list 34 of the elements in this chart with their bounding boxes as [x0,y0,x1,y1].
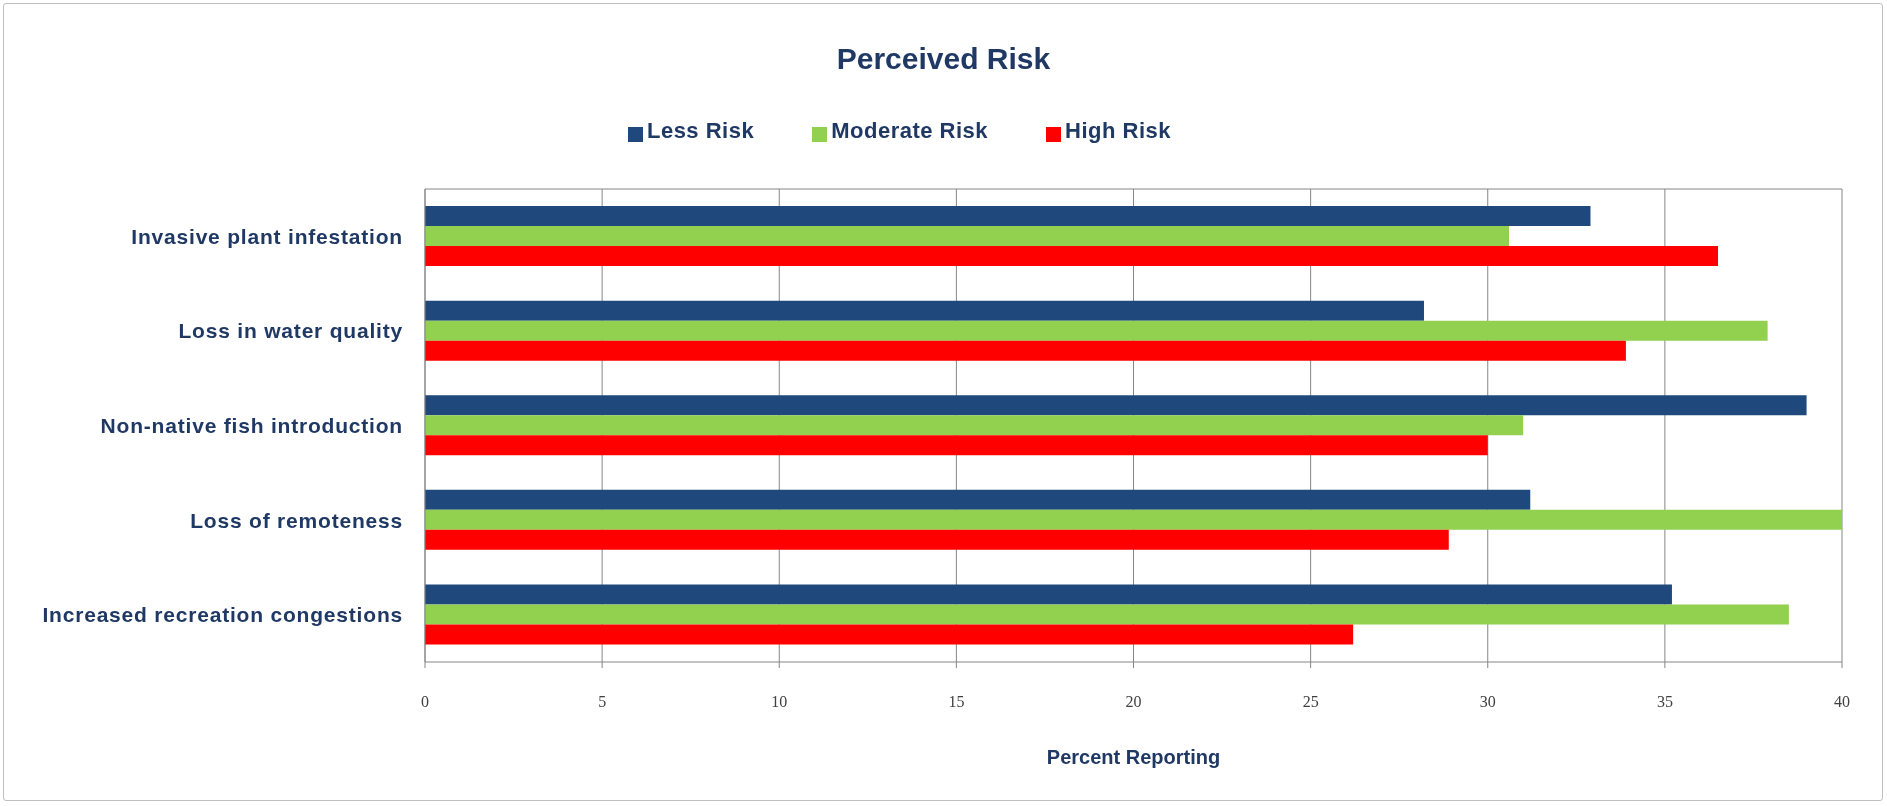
bar [425,435,1488,456]
x-axis-title: Percent Reporting [1046,746,1221,768]
bar [425,300,1424,321]
x-tick-label: 10 [771,693,788,711]
x-tick-label: 30 [1479,693,1496,711]
y-tick-label: Increased recreation congestions [42,603,403,627]
bar [425,340,1626,361]
bar [425,529,1449,550]
bar [425,489,1531,510]
bar [425,415,1524,436]
bar [425,206,1591,227]
bar [425,320,1768,341]
bar [425,246,1719,267]
x-tick-label: 35 [1656,693,1673,711]
bar [425,395,1807,416]
bar [425,226,1510,247]
x-tick-label: 15 [948,693,965,711]
legend-label: Less Risk [646,118,755,143]
x-tick-label: 40 [1834,693,1850,711]
chart-title: Perceived Risk [835,42,1052,76]
bar [425,624,1354,645]
legend-label: High Risk [1065,118,1172,143]
legend-label: Moderate Risk [831,118,989,143]
bar [425,604,1789,625]
y-tick-label: Loss of remoteness [190,508,403,532]
bar [425,584,1672,605]
y-tick-label: Non-native fish introduction [100,413,403,437]
y-tick-label: Loss in water quality [178,319,403,343]
x-tick-label: 25 [1302,693,1319,711]
x-tick-label: 20 [1125,693,1142,711]
x-tick-label: 0 [421,693,429,711]
x-tick-label: 5 [598,693,607,711]
y-tick-label: Invasive plant infestation [131,224,403,248]
bar [425,509,1842,530]
